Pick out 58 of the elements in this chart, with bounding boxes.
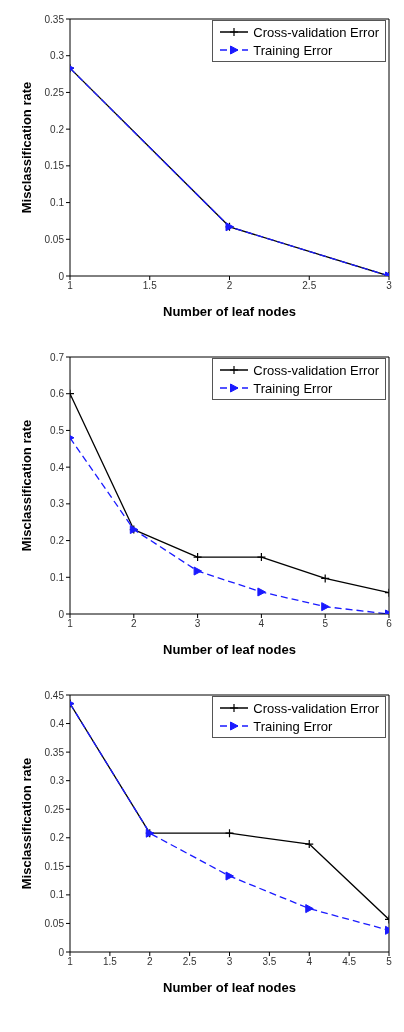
- y-tick-label: 0.3: [50, 775, 65, 787]
- x-tick-label: 4.5: [342, 956, 357, 968]
- y-tick-label: 0.6: [50, 388, 65, 400]
- y-tick-label: 0.4: [50, 718, 65, 730]
- y-axis-title: Misclassification rate: [18, 81, 34, 214]
- legend-label: Cross-validation Error: [253, 700, 379, 716]
- x-tick-label: 6: [386, 618, 393, 630]
- x-tick-label: 3: [194, 618, 201, 630]
- y-tick-label: 0.15: [44, 160, 65, 172]
- y-tick-label: 0.5: [50, 424, 65, 436]
- x-tick-label: 2.5: [182, 956, 198, 968]
- legend-label: Cross-validation Error: [253, 362, 379, 378]
- y-axis-title: Misclassification rate: [18, 419, 34, 552]
- y-axis-title: Misclassification rate: [18, 757, 34, 890]
- x-tick-label: 5: [386, 956, 393, 968]
- x-tick-label: 5: [322, 618, 329, 630]
- x-tick-label: 2: [146, 956, 153, 968]
- x-tick-label: 1: [67, 618, 74, 630]
- y-tick-label: 0.1: [50, 571, 65, 583]
- y-tick-label: 0.35: [44, 746, 65, 758]
- x-tick-label: 2: [226, 280, 233, 292]
- x-tick-label: 3: [386, 280, 393, 292]
- y-tick-label: 0.05: [44, 917, 65, 929]
- y-tick-label: 0.7: [50, 351, 65, 363]
- x-tick-label: 4: [306, 956, 313, 968]
- y-tick-label: 0.2: [50, 832, 65, 844]
- x-tick-label: 3.5: [262, 956, 277, 968]
- x-tick-label: 1.5: [102, 956, 118, 968]
- y-tick-label: 0: [58, 270, 65, 282]
- y-tick-label: 0: [58, 946, 65, 958]
- y-tick-label: 0.1: [50, 889, 65, 901]
- y-tick-label: 0.2: [50, 123, 65, 135]
- x-tick-label: 4: [258, 618, 265, 630]
- y-tick-label: 0.25: [44, 803, 65, 815]
- y-tick-label: 0.35: [44, 13, 65, 25]
- y-tick-label: 0.45: [44, 689, 65, 701]
- legend-label: Training Error: [253, 718, 333, 734]
- y-tick-label: 0.05: [44, 233, 65, 245]
- x-axis-title: Number of leaf nodes: [163, 642, 296, 657]
- y-tick-label: 0.1: [50, 197, 65, 209]
- x-tick-label: 2.5: [302, 280, 317, 292]
- x-axis-title: Number of leaf nodes: [163, 980, 296, 995]
- legend-label: Training Error: [253, 380, 333, 396]
- x-tick-label: 1.5: [142, 280, 158, 292]
- y-tick-label: 0.4: [50, 461, 65, 473]
- y-tick-label: 0.3: [50, 50, 65, 62]
- y-tick-label: 0: [58, 608, 65, 620]
- x-tick-label: 2: [131, 618, 138, 630]
- y-tick-label: 0.15: [44, 860, 65, 872]
- x-tick-label: 3: [226, 956, 233, 968]
- x-axis-title: Number of leaf nodes: [163, 304, 296, 319]
- legend-label: Training Error: [253, 42, 333, 58]
- y-tick-label: 0.25: [44, 86, 65, 98]
- y-tick-label: 0.3: [50, 498, 65, 510]
- x-tick-label: 1: [67, 280, 74, 292]
- legend-label: Cross-validation Error: [253, 24, 379, 40]
- x-tick-label: 1: [67, 956, 74, 968]
- y-tick-label: 0.2: [50, 535, 65, 547]
